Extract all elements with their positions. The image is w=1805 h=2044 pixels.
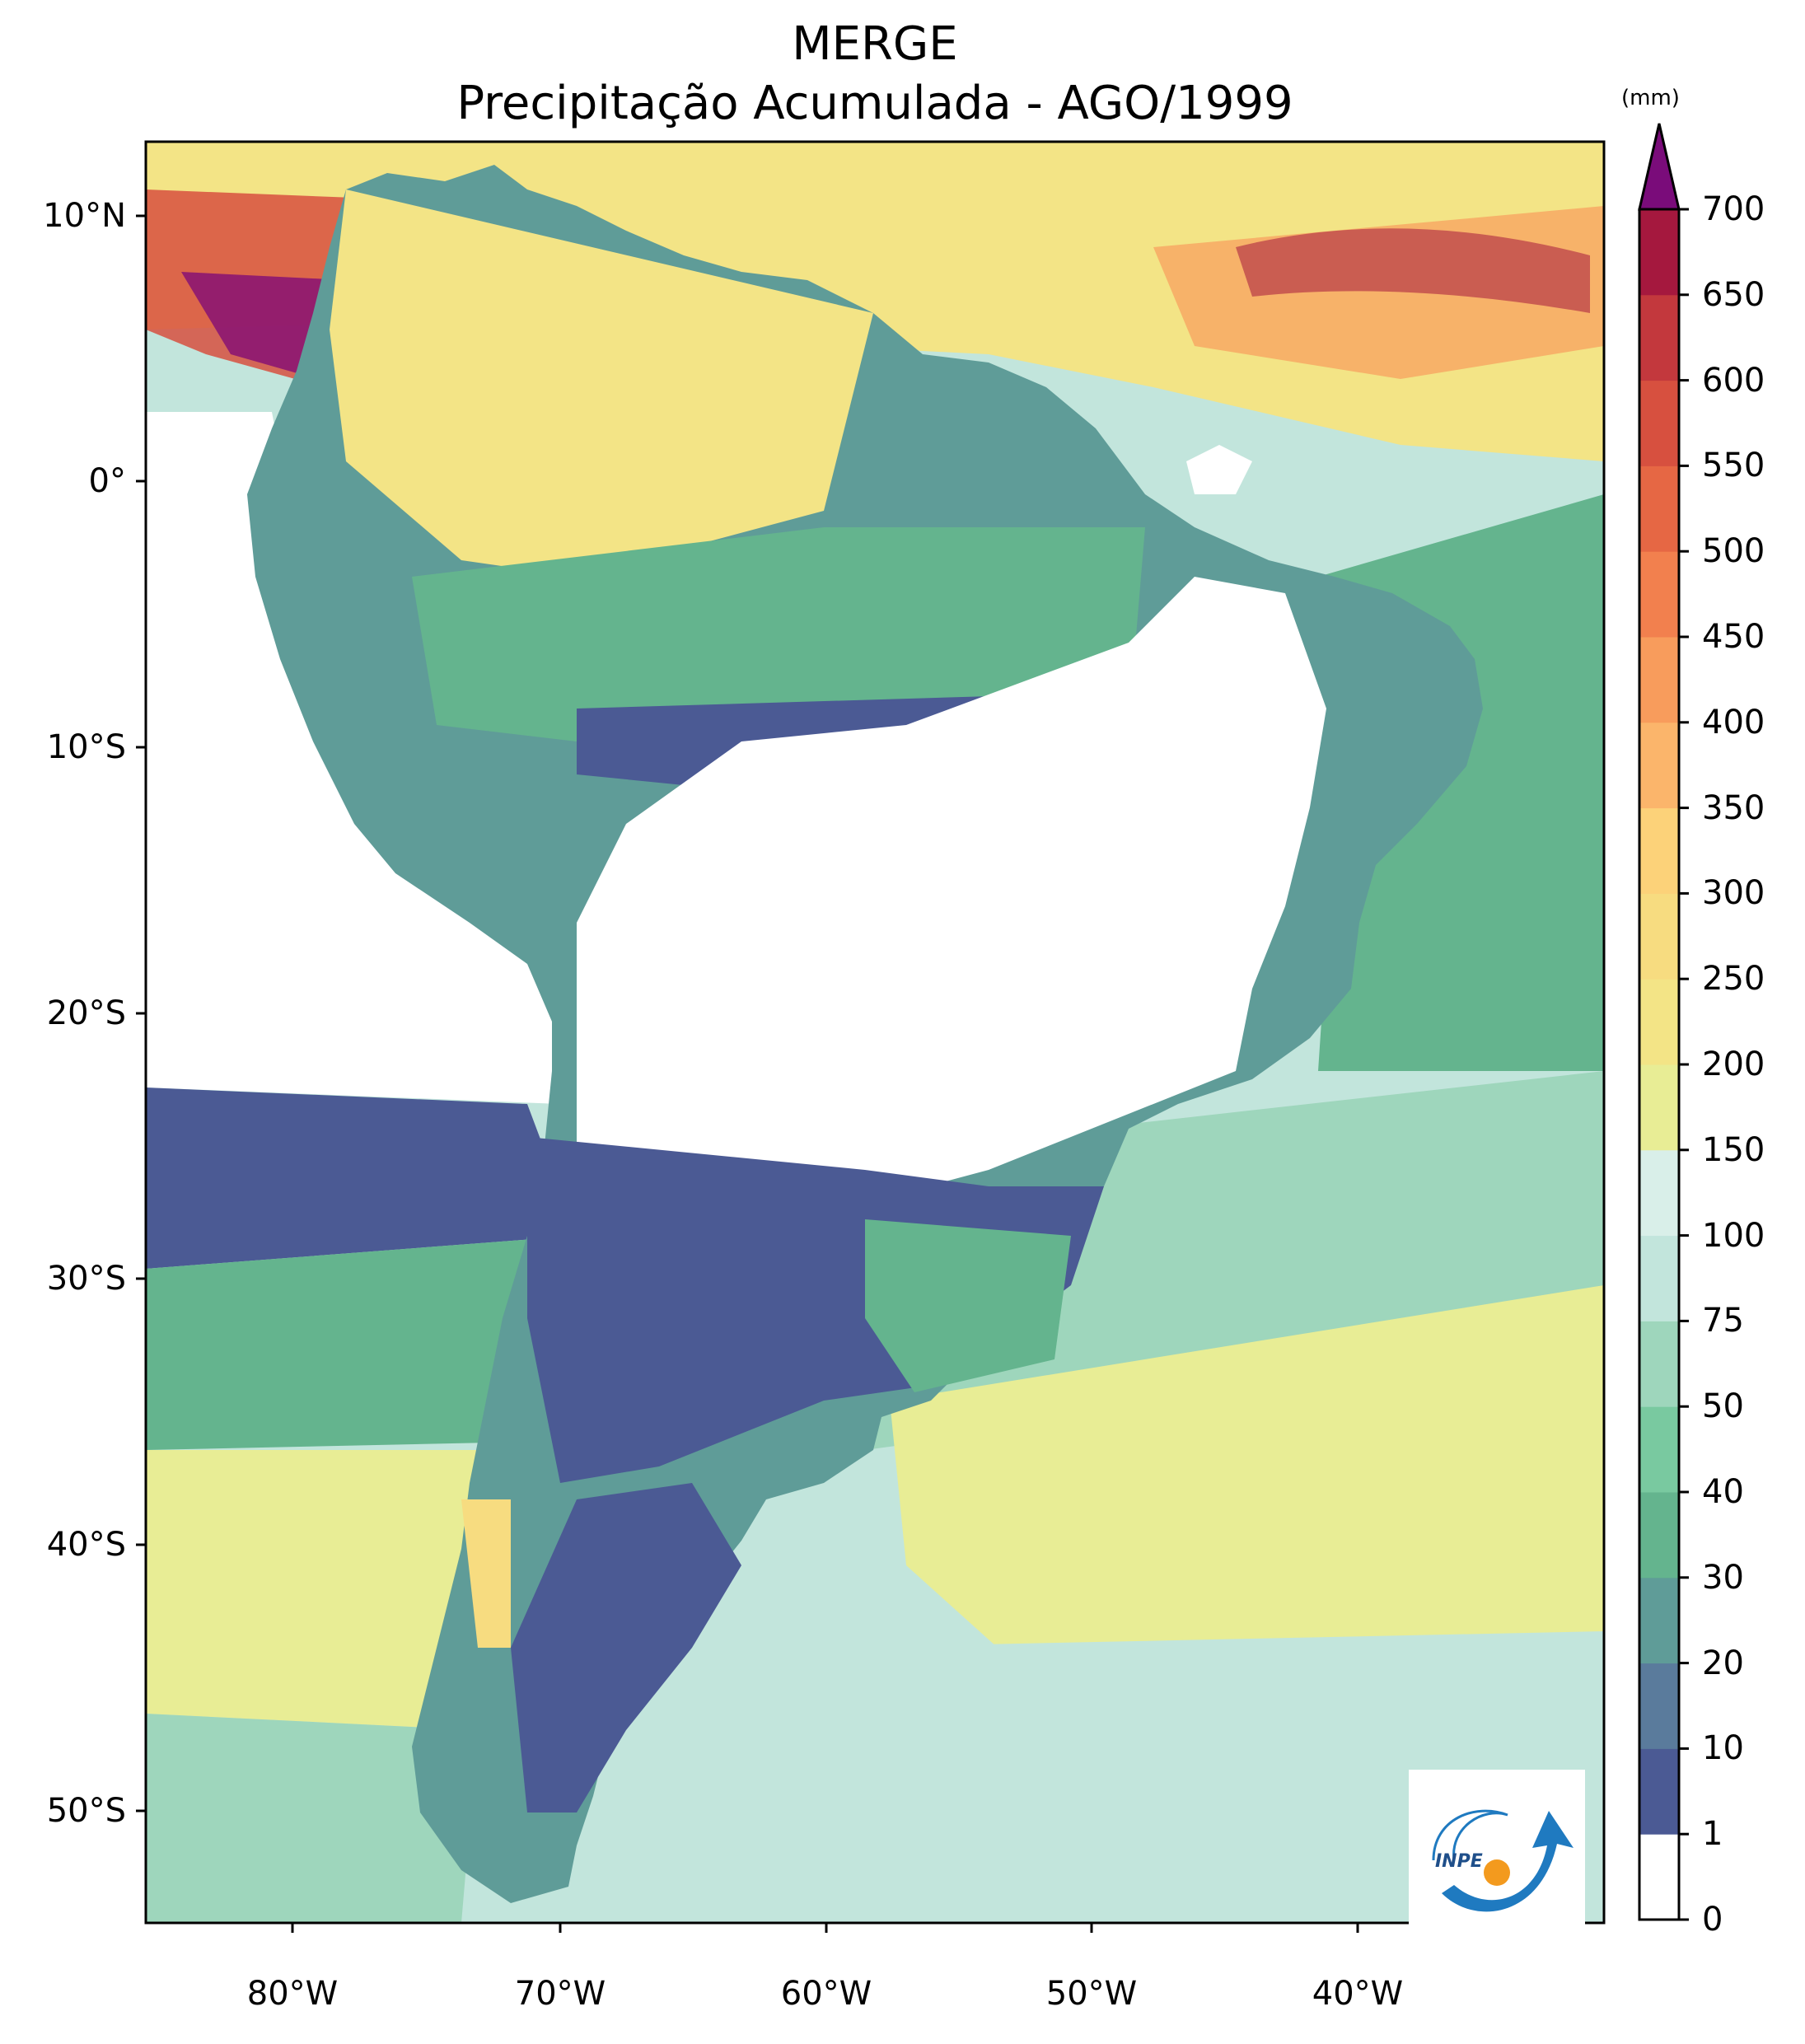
colorbar-bin xyxy=(1639,1834,1679,1920)
lat-ticks xyxy=(136,214,146,1812)
colorbar-tick-label: 1 xyxy=(1702,1815,1723,1854)
colorbar-bin xyxy=(1639,1149,1679,1237)
southern-low-region xyxy=(527,1137,1104,1483)
chile-wet-strip xyxy=(461,1499,511,1648)
atlantic-far-south xyxy=(741,1631,1604,1923)
map-subtitle: Precipitação Acumulada - AGO/1999 xyxy=(456,77,1293,130)
map-title: MERGE xyxy=(792,17,958,71)
colorbar-bin xyxy=(1639,722,1679,809)
atlantic-dry-patch xyxy=(1186,445,1252,494)
colorbar-bin xyxy=(1639,1064,1679,1151)
colorbar-tick-label: 0 xyxy=(1702,1901,1723,1939)
patagonia-low xyxy=(511,1483,741,1812)
colorbar-tick-label: 20 xyxy=(1702,1644,1744,1682)
colorbar-tick-label: 300 xyxy=(1702,874,1765,913)
central-dry-region xyxy=(577,577,1326,1285)
pacific-mid-band xyxy=(146,1236,577,1450)
lat-tick-label: 10°S xyxy=(46,728,126,766)
colorbar-tick-label: 350 xyxy=(1702,788,1765,827)
lat-tick-label: 10°N xyxy=(43,197,126,235)
colorbar-tick-label: 700 xyxy=(1702,190,1765,228)
colorbar-bin xyxy=(1639,294,1679,381)
colorbar-unit: (mm) xyxy=(1621,86,1680,110)
lat-tick-label: 50°S xyxy=(46,1792,126,1830)
colorbar-extend-arrow xyxy=(1638,123,1681,211)
pacific-low-band xyxy=(146,1087,577,1269)
atlantic-south xyxy=(890,1285,1604,1714)
colorbar-tick-label: 200 xyxy=(1702,1045,1765,1083)
lon-tick-label: 70°W xyxy=(514,1975,606,2013)
colorbar-bin xyxy=(1639,979,1679,1065)
colorbar-tick-label: 150 xyxy=(1702,1130,1765,1169)
map-frame xyxy=(144,140,1606,1925)
pacific-far-south xyxy=(146,1714,478,1923)
lon-tick-label: 80°W xyxy=(246,1975,339,2013)
amazon-region xyxy=(412,527,1145,741)
colorbar-bin xyxy=(1639,637,1679,723)
inpe-logo-mark: INPE xyxy=(1432,1809,1574,1912)
colorbar-bin xyxy=(1639,380,1679,466)
colorbar-tick-label: 450 xyxy=(1702,618,1765,656)
colorbar-tick-label: 100 xyxy=(1702,1216,1765,1255)
colorbar-tick-label: 250 xyxy=(1702,960,1765,999)
lon-tick-label: 50°W xyxy=(1045,1975,1138,2013)
north-wet-region xyxy=(330,189,873,577)
lon-tick-label: 60°W xyxy=(780,1975,872,2013)
colorbar-tick-label: 650 xyxy=(1702,275,1765,314)
lat-tick-label: 0° xyxy=(88,462,126,500)
lat-tick-label: 40°S xyxy=(46,1526,126,1564)
colorbar-bin xyxy=(1639,551,1679,638)
colorbar-bin xyxy=(1639,893,1679,980)
colorbar xyxy=(1638,123,1689,1921)
lon-tick-label: 40°W xyxy=(1312,1975,1404,2013)
colorbar-tick-label: 40 xyxy=(1702,1473,1744,1511)
colorbar-bin xyxy=(1639,465,1679,552)
map-field xyxy=(146,142,1604,1923)
colorbar-tick-label: 550 xyxy=(1702,447,1765,485)
colorbar-bin xyxy=(1639,209,1679,296)
inpe-logo: INPE xyxy=(1409,1770,1585,1943)
colorbar-tick-label: 600 xyxy=(1702,361,1765,400)
lat-tick-label: 30°S xyxy=(46,1260,126,1298)
south-brazil-wet xyxy=(865,1219,1071,1392)
logo-text: INPE xyxy=(1435,1851,1483,1872)
colorbar-bin xyxy=(1639,807,1679,894)
colorbar-bin xyxy=(1639,1321,1679,1407)
lat-tick-label: 20°S xyxy=(46,994,126,1032)
itcz-core xyxy=(1236,228,1590,313)
colorbar-tick-label: 400 xyxy=(1702,703,1765,741)
colorbar-bin xyxy=(1639,1577,1679,1664)
colorbar-bin xyxy=(1639,1406,1679,1493)
colorbar-bin xyxy=(1639,1748,1679,1835)
colorbar-tick-label: 75 xyxy=(1702,1302,1744,1340)
colorbar-bin xyxy=(1639,1492,1679,1579)
colorbar-tick-label: 50 xyxy=(1702,1387,1744,1426)
lon-ticks xyxy=(291,1923,1359,1933)
colorbar-tick-label: 30 xyxy=(1702,1558,1744,1597)
colorbar-tick-label: 10 xyxy=(1702,1729,1744,1768)
pacific-south-band xyxy=(146,1450,494,1730)
colorbar-bin xyxy=(1639,1663,1679,1749)
colorbar-bin xyxy=(1639,1235,1679,1321)
colorbar-tick-label: 500 xyxy=(1702,532,1765,571)
